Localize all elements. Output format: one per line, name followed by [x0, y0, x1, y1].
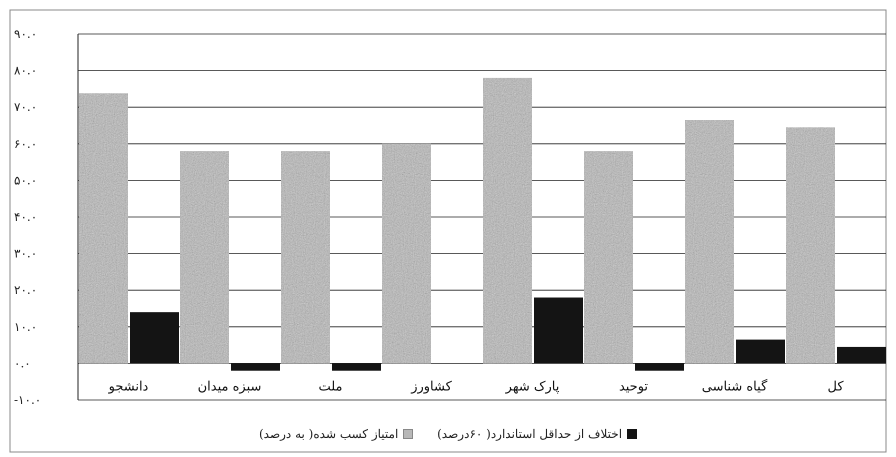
legend-item-score: امتیاز کسب شده( به درصد)	[258, 427, 414, 441]
x-category-label: سبزه میدان	[198, 379, 262, 394]
x-category-label: پارک شهر	[505, 379, 560, 394]
y-tick-label: ۷۰.۰	[14, 100, 37, 114]
y-tick-label: ۰.۰	[14, 356, 31, 370]
y-tick-label: ۴۰.۰	[14, 210, 37, 224]
bar-diff	[534, 297, 583, 364]
bar-score-texture	[584, 151, 633, 364]
y-axis-ticks: -۱۰.۰ ۰.۰ ۱۰.۰ ۲۰.۰ ۳۰.۰ ۴۰.۰ ۵۰.۰ ۶۰.۰ ۷۰.۰ ۸۰.۰…	[14, 27, 41, 407]
bar-score-texture	[786, 127, 835, 364]
bar-diff	[635, 363, 684, 371]
x-category-label: گیاه شناسی	[702, 378, 768, 394]
y-tick-label: ۶۰.۰	[14, 137, 37, 151]
y-tick-label: ۸۰.۰	[14, 64, 37, 78]
bar-diff	[332, 363, 381, 371]
y-tick-label: ۲۰.۰	[14, 283, 37, 297]
bar-score-texture	[382, 143, 431, 364]
bar-diff	[231, 363, 280, 371]
y-tick-label: ۹۰.۰	[14, 27, 37, 41]
legend-label-diff: اختلاف از حداقل استاندارد( ۶۰درصد)	[437, 427, 623, 441]
bar-score-texture	[483, 77, 532, 364]
legend-label-score: امتیاز کسب شده( به درصد)	[258, 427, 399, 441]
x-category-label: کشاورز	[410, 379, 452, 394]
x-axis-labels: دانشجو سبزه میدان ملت کشاورز پارک شهر توحید گی…	[108, 378, 845, 394]
x-category-label: دانشجو	[108, 379, 149, 394]
bar-score-texture	[281, 151, 330, 364]
bars	[79, 77, 886, 371]
x-category-label: ملت	[318, 379, 342, 394]
legend-item-diff: اختلاف از حداقل استاندارد( ۶۰درصد)	[437, 427, 638, 441]
legend-swatch-diff	[627, 429, 638, 439]
chart-frame	[9, 9, 887, 453]
bar-diff	[736, 339, 785, 364]
x-category-label: توحید	[619, 379, 648, 394]
legend: اختلاف از حداقل استاندارد( ۶۰درصد) امتیا…	[0, 427, 896, 442]
y-tick-label: ۱۰.۰	[14, 320, 37, 334]
bar-score-texture	[180, 151, 229, 364]
y-tick-label: ۳۰.۰	[14, 247, 37, 261]
y-tick-label: ۵۰.۰	[14, 173, 37, 187]
bar-score-texture	[79, 93, 128, 364]
bar-diff	[837, 346, 886, 364]
x-category-label: کل	[827, 379, 844, 394]
bar-diff	[130, 312, 179, 364]
bar-score-texture	[685, 120, 734, 364]
legend-swatch-score	[403, 429, 414, 439]
y-tick-label: -۱۰.۰	[14, 393, 41, 407]
